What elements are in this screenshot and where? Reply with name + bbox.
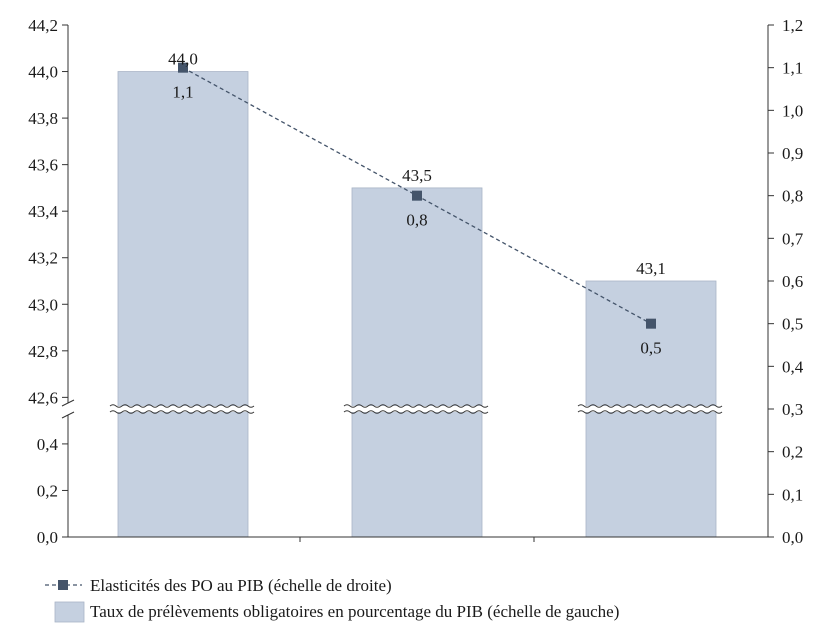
break-wave: [109, 404, 255, 408]
legend-item-line: Elasticités des PO au PIB (échelle de dr…: [45, 576, 392, 595]
left-tick-label: 43,6: [28, 156, 58, 175]
break-band: [110, 406, 254, 412]
right-tick-label: 0,2: [782, 443, 803, 462]
left-tick-label: 0,4: [37, 435, 59, 454]
right-tick-label: 0,6: [782, 272, 803, 291]
right-tick-label: 1,1: [782, 59, 803, 78]
left-axis-break-slash: [61, 399, 75, 407]
right-tick-label: 0,8: [782, 187, 803, 206]
left-tick-label: 0,0: [37, 528, 58, 547]
left-tick-label: 43,4: [28, 202, 58, 221]
legend: Elasticités des PO au PIB (échelle de dr…: [45, 576, 619, 623]
right-tick-label: 1,2: [782, 16, 803, 35]
legend-label-bar: Taux de prélèvements obligatoires en pou…: [90, 602, 619, 621]
left-tick-label: 43,2: [28, 249, 58, 268]
break-wave: [577, 410, 723, 414]
legend-marker-swatch: [58, 580, 68, 590]
break-wave: [343, 404, 489, 408]
break-band: [344, 406, 488, 412]
left-axis-break-slash: [61, 411, 75, 419]
break-wave: [343, 410, 489, 414]
right-tick-label: 0,1: [782, 485, 803, 504]
bar-value-label: 43,1: [636, 259, 666, 278]
line-point: [412, 190, 422, 201]
legend-label-line: Elasticités des PO au PIB (échelle de dr…: [90, 576, 392, 595]
right-tick-label: 0,4: [782, 357, 804, 376]
left-tick-label: 43,0: [28, 295, 58, 314]
right-tick-label: 0,7: [782, 229, 804, 248]
right-tick-label: 0,9: [782, 144, 803, 163]
bar: [351, 187, 483, 538]
line-point: [178, 62, 188, 73]
legend-bar-swatch: [54, 601, 85, 623]
left-tick-label: 44,0: [28, 63, 58, 82]
line-value-label: 1,1: [172, 83, 193, 102]
left-tick-label: 43,8: [28, 109, 58, 128]
bar-value-label: 43,5: [402, 166, 432, 185]
bar: [117, 71, 249, 538]
axes: 42,6 42,8 43,0 43,2 43,4 43,6 43,8 44,0 44,2 0,0 0…: [28, 16, 804, 547]
line-point: [646, 318, 656, 329]
break-wave: [109, 410, 255, 414]
right-tick-label: 1,0: [782, 101, 803, 120]
left-tick-label: 0,2: [37, 481, 58, 500]
line-series: [178, 62, 656, 329]
right-tick-label: 0,5: [782, 315, 803, 334]
line-value-label: 0,5: [640, 339, 661, 358]
right-tick-label: 0,3: [782, 400, 803, 419]
bar-value-label: 44,0: [168, 50, 198, 69]
bar-series: [117, 71, 717, 538]
line-value-label: 0,8: [406, 211, 427, 230]
break-wave: [577, 404, 723, 408]
axis-break-marks: [109, 404, 723, 414]
left-tick-label: 42,6: [28, 388, 58, 407]
break-band: [578, 406, 722, 412]
right-tick-label: 0,0: [782, 528, 803, 547]
left-tick-label: 42,8: [28, 342, 58, 361]
left-tick-label: 44,2: [28, 16, 58, 35]
legend-item-bar: Taux de prélèvements obligatoires en pou…: [54, 601, 619, 623]
data-labels: 44,0 43,5 43,1 1,1 0,8 0,5: [168, 50, 666, 358]
